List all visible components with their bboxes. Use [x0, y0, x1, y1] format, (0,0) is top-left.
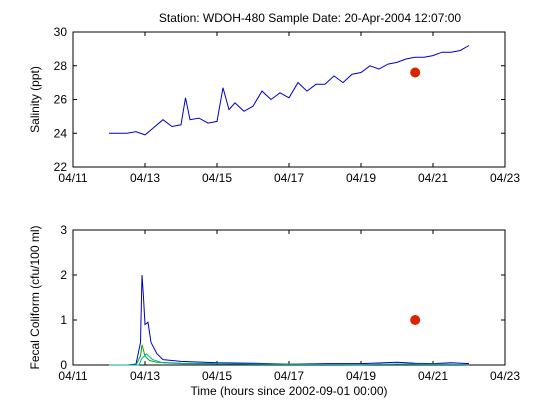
sample-point-marker	[410, 67, 421, 78]
plot-frame	[72, 31, 506, 168]
x-tick-label: 04/15	[202, 369, 232, 383]
y-tick-label: 3	[60, 223, 67, 237]
y-axis-label: Salinity (ppt)	[28, 66, 42, 133]
y-tick-label: 22	[54, 160, 68, 174]
figure-title: Station: WDOH-480 Sample Date: 20-Apr-20…	[159, 11, 461, 25]
y-tick-label: 0	[60, 358, 67, 372]
y-tick-label: 26	[54, 93, 68, 107]
sample-point-marker	[410, 315, 421, 325]
x-tick-label: 04/19	[346, 171, 376, 185]
series-line-blue	[109, 274, 470, 366]
salinity-chart: 04/11 04/13 04/15 04/17 04/19 04/21 04/23 22 24 2…	[28, 25, 520, 185]
y-tick-label: 1	[60, 313, 67, 327]
x-axis-label: Time (hours since 2002-09-01 00:00)	[191, 384, 388, 398]
series-line-main	[109, 45, 470, 136]
x-tick-label: 04/15	[202, 171, 232, 185]
x-tick-label: 04/17	[274, 171, 304, 185]
x-tick-label: 04/21	[418, 369, 448, 383]
y-tick-label: 24	[54, 126, 68, 140]
x-tick-label: 04/11	[58, 171, 87, 185]
y-tick-label: 2	[60, 268, 67, 282]
x-tick-label: 04/11	[58, 369, 87, 383]
series-line-cyan	[109, 353, 470, 366]
x-tick-label: 04/21	[418, 171, 448, 185]
plot-frame	[72, 229, 506, 366]
x-tick-label: 04/23	[490, 369, 520, 383]
x-tick-label: 04/17	[274, 369, 304, 383]
y-tick-label: 28	[54, 59, 68, 73]
x-tick-label: 04/23	[490, 171, 520, 185]
x-tick-label: 04/19	[346, 369, 376, 383]
y-axis-label: Fecal Coliform (cfu/100 ml)	[28, 225, 42, 369]
y-tick-label: 30	[54, 25, 68, 39]
x-tick-label: 04/13	[130, 171, 160, 185]
x-tick-label: 04/13	[130, 369, 160, 383]
fecal-coliform-chart: 04/11 04/13 04/15 04/17 04/19 04/21 04/23 0 1 2 3 F…	[28, 223, 520, 398]
